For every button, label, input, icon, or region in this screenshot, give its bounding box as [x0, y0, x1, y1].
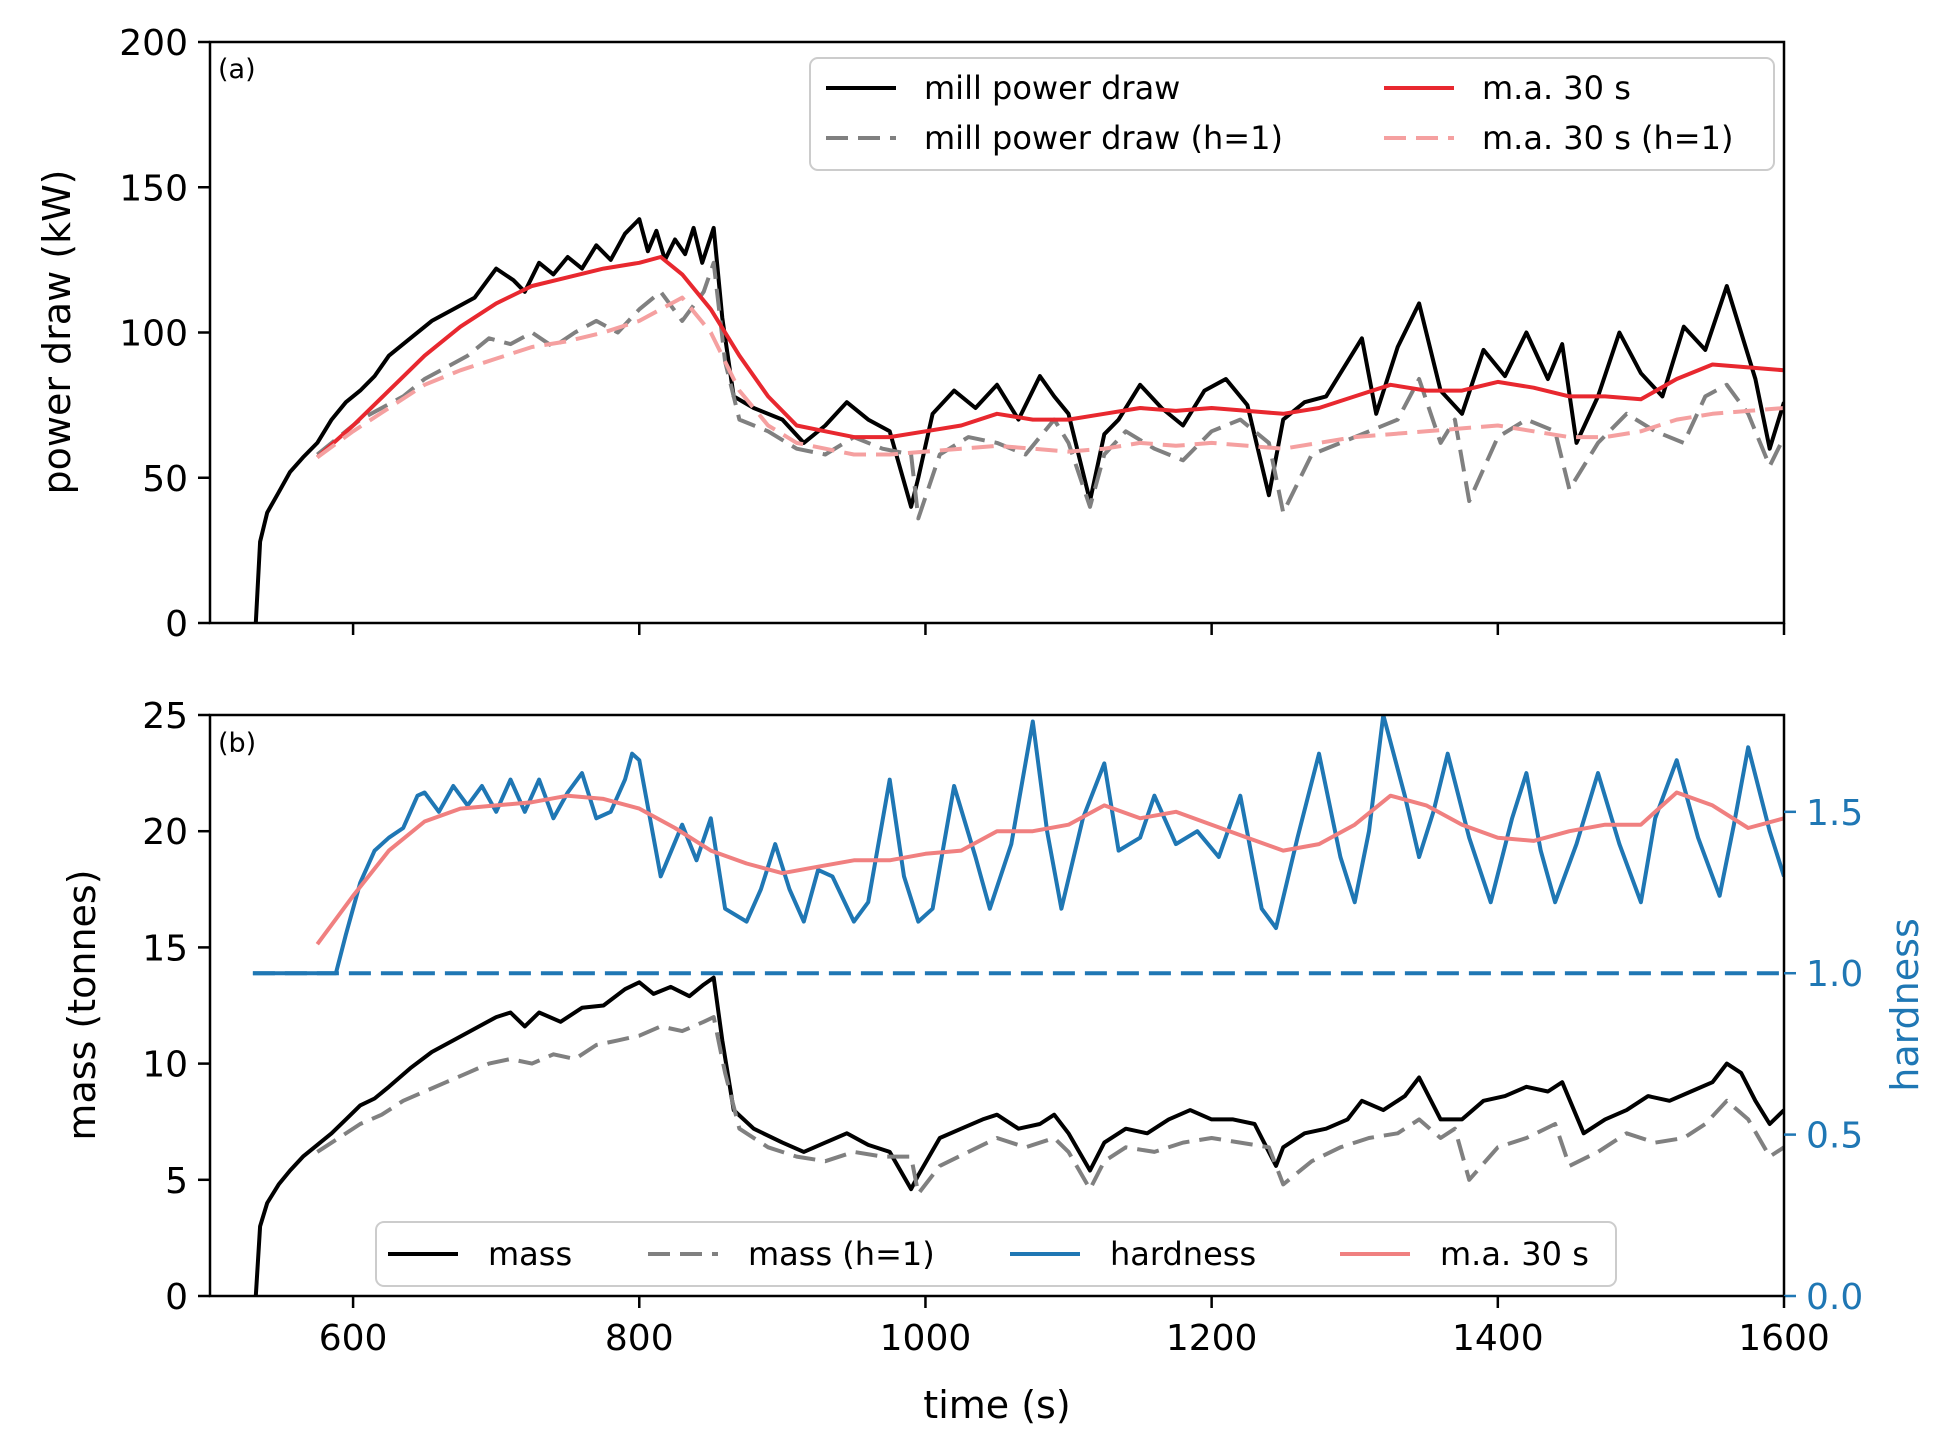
panel-b-label: (b) [218, 728, 256, 759]
panel-b-series-m-a-30-s [315, 790, 1784, 946]
panel-b-y-tick-label: 25 [142, 696, 188, 737]
panel-a-legend: mill power draw m.a. 30 s mill power draw … [809, 57, 1775, 171]
panel-b-legend-label-hardness: hardness [1110, 1235, 1256, 1273]
panel-b-ylabel: mass (tonnes) [60, 869, 104, 1140]
panel-a-legend-label-m-a-30-s: m.a. 30 s [1482, 69, 1631, 107]
panel-a-y-tick-label: 200 [119, 23, 188, 64]
panel-a-series-mill-power-draw [253, 217, 1784, 623]
panel-b-series [252, 715, 1784, 1296]
panel-b-x-ticks: 600 800 1000 1200 1400 1600 [319, 1296, 1830, 1359]
panel-b-legend-label-m-a-30-s: m.a. 30 s [1440, 1235, 1589, 1273]
panel-b-y-tick-label: 15 [142, 928, 188, 969]
panel-a-legend-label-mill-power-draw: mill power draw [924, 69, 1180, 107]
panel-b-series-hardness [252, 715, 1784, 976]
panel-b-x-tick-label: 1600 [1738, 1318, 1830, 1359]
panel-a-label: (a) [218, 54, 256, 85]
panel-a-ylabel: power draw (kW) [35, 170, 79, 495]
panel-a-series-m-a-30-s-h-1 [316, 295, 1784, 460]
panel-a-y-tick-label: 0 [165, 604, 188, 645]
panel-b-x-tick-label: 800 [605, 1318, 674, 1359]
panel-b-y-tick-label: 10 [142, 1045, 188, 1086]
panel-b-y2-tick-label: 0.5 [1806, 1116, 1863, 1157]
panel-a-x-ticks [351, 623, 1786, 635]
panel-b-y2-tick-label: 0.0 [1806, 1277, 1863, 1318]
panel-a: 0 50 100 150 200 (a) power draw (kW) mill po… [35, 23, 1786, 645]
panel-a-series-mill-power-draw-h-1 [316, 260, 1784, 521]
panel-b-legend-frame [375, 1221, 1617, 1287]
panel-a-legend-label-m-a-30-s-h-1: m.a. 30 s (h=1) [1482, 119, 1733, 157]
x-axis-label: time (s) [923, 1383, 1070, 1427]
panel-b-x-tick-label: 600 [319, 1318, 388, 1359]
panel-b-y2-tick-label: 1.0 [1806, 954, 1863, 995]
panel-a-series [253, 217, 1784, 623]
panel-b-y2-ticks: 0.0 0.5 1.0 1.5 [1784, 793, 1863, 1318]
panel-b-y-tick-label: 0 [165, 1277, 188, 1318]
panel-b-x-tick-label: 1400 [1452, 1318, 1544, 1359]
panel-b-frame [208, 713, 1786, 1298]
panel-b-legend: mass mass (h=1) hardness m.a. 30 s [375, 1221, 1617, 1287]
panel-b-x-tick-label: 1000 [880, 1318, 972, 1359]
panel-b-series-mass [253, 975, 1784, 1296]
panel-b-x-tick-label: 1200 [1166, 1318, 1258, 1359]
panel-b: 0 5 10 15 20 25 0.0 0.5 1.0 1.5 600 800 1000 1200 14… [60, 696, 1927, 1427]
panel-a-series-m-a-30-s [315, 255, 1784, 459]
panel-b-legend-label-mass: mass [488, 1235, 572, 1273]
panel-b-series-mass-h-1 [316, 1015, 1784, 1196]
panel-b-legend-label-mass-h-1: mass (h=1) [748, 1235, 935, 1273]
panel-a-legend-label-mill-power-draw-h-1: mill power draw (h=1) [924, 119, 1283, 157]
panel-a-y-ticks: 0 50 100 150 200 [119, 23, 210, 645]
panel-a-y-tick-label: 50 [142, 459, 188, 500]
panel-a-legend-frame [809, 57, 1775, 171]
panel-b-y2-tick-label: 1.5 [1806, 793, 1863, 834]
panel-a-y-tick-label: 150 [119, 168, 188, 209]
panel-b-y2label: hardness [1883, 918, 1927, 1092]
panel-b-y-ticks: 0 5 10 15 20 25 [142, 696, 210, 1318]
panel-b-y-tick-label: 5 [165, 1161, 188, 1202]
panel-b-y-tick-label: 20 [142, 812, 188, 853]
panel-a-y-tick-label: 100 [119, 314, 188, 355]
